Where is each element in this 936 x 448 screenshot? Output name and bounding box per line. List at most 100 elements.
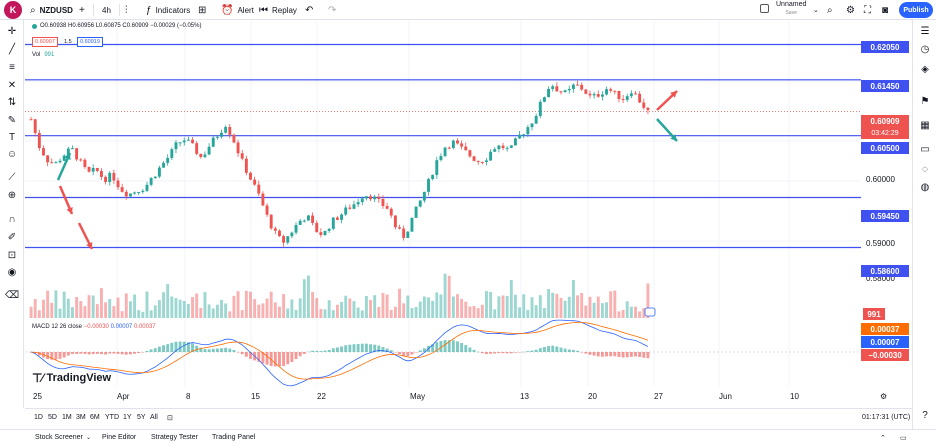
range-3m[interactable]: 3M xyxy=(76,414,86,421)
macd-histogram-bar xyxy=(360,343,364,352)
volume-bar xyxy=(406,295,410,318)
fullscreen-button[interactable]: ⛶ xyxy=(864,0,871,20)
axis-settings-icon[interactable]: ⚙ xyxy=(880,392,888,401)
level-label[interactable]: 0.61450 xyxy=(861,80,909,92)
text-icon[interactable]: T xyxy=(8,131,16,143)
alarm-icon: ⏰ xyxy=(221,4,234,16)
range-ytd[interactable]: YTD xyxy=(105,414,119,421)
templates-button[interactable]: ⊞ xyxy=(198,0,206,20)
crosshair-icon[interactable]: ✛ xyxy=(7,25,17,37)
indicators-button[interactable]: ƒ Indicators xyxy=(146,0,190,20)
tab-trading-panel[interactable]: Trading Panel xyxy=(212,434,256,441)
chevron-down-icon[interactable]: ⌄ xyxy=(86,435,92,441)
buy-price: 0.60919 xyxy=(80,39,100,45)
undo-button[interactable]: ↶ xyxy=(305,0,313,20)
publish-button[interactable]: Publish xyxy=(899,2,933,18)
macd-histogram-bar xyxy=(220,348,223,352)
macd-histogram-bar xyxy=(116,352,120,354)
candle-body xyxy=(381,198,385,207)
volume-bar xyxy=(261,303,265,318)
price-chart[interactable] xyxy=(25,21,911,408)
macd-histogram-bar xyxy=(54,352,58,360)
macd-histogram-bar xyxy=(617,352,621,357)
hotlist-icon[interactable]: ⚑ xyxy=(920,95,930,107)
maximize-panel-icon[interactable]: ▭ xyxy=(900,435,907,442)
candle-body xyxy=(555,86,559,92)
chart-type-button[interactable]: ⫶ xyxy=(125,0,128,20)
macd-histogram-bar xyxy=(182,341,186,352)
range-6m[interactable]: 6M xyxy=(90,414,100,421)
candle-body xyxy=(294,224,298,233)
range-1m[interactable]: 1M xyxy=(62,414,72,421)
tab-pine-editor[interactable]: Pine Editor xyxy=(102,434,137,441)
range-all[interactable]: All xyxy=(150,414,158,421)
level-label[interactable]: 0.62050 xyxy=(861,41,909,53)
buy-button[interactable]: 0.60919 xyxy=(77,37,103,47)
alert-button[interactable]: ⏰ Alert xyxy=(221,0,254,20)
eye-icon[interactable]: ◉ xyxy=(7,266,17,278)
symbol-search[interactable]: ⌕ NZDUSD xyxy=(30,0,73,20)
tab-stock-screener[interactable]: Stock Screener xyxy=(35,434,83,441)
notifications-icon[interactable]: ◍ xyxy=(920,181,930,193)
volume-bar xyxy=(344,295,348,318)
watchlist-icon[interactable]: ☰ xyxy=(920,25,930,37)
macd-histogram-bar xyxy=(559,347,563,352)
chat-icon[interactable]: ▭ xyxy=(920,143,930,155)
macd-histogram-bar xyxy=(501,352,505,354)
quick-search-button[interactable]: ⌕ xyxy=(827,0,833,20)
tab-strategy-tester[interactable]: Strategy Tester xyxy=(151,434,198,441)
candle-body xyxy=(360,198,364,203)
settings-button[interactable]: ⚙ xyxy=(846,0,855,20)
zoom-icon[interactable]: ⊕ xyxy=(7,189,17,201)
macd-histogram-bar xyxy=(381,347,385,352)
go-to-date-icon[interactable]: ⊡ xyxy=(167,415,173,422)
sell-button[interactable]: 0.60907 xyxy=(32,37,58,47)
data-window-icon[interactable]: ◈ xyxy=(921,63,929,75)
range-1d[interactable]: 1D xyxy=(34,414,43,421)
candle-body xyxy=(451,140,455,148)
calendar-icon[interactable]: ▦ xyxy=(920,119,930,131)
candle-body xyxy=(431,174,435,180)
lock-icon[interactable]: ⊡ xyxy=(7,249,17,261)
trash-icon[interactable]: ⌫ xyxy=(4,289,20,301)
down-arrow-green-head xyxy=(670,134,677,141)
projection-icon[interactable]: ⇅ xyxy=(7,96,17,108)
compare-symbol-button[interactable]: + xyxy=(79,0,85,20)
trendline-icon[interactable]: ╱ xyxy=(8,43,16,55)
snapshot-button[interactable]: ◙ xyxy=(882,0,888,20)
emoji-icon[interactable]: ☺ xyxy=(6,148,18,160)
brush-icon[interactable]: ✎ xyxy=(7,114,17,126)
pattern-icon[interactable]: ✕ xyxy=(7,79,17,91)
range-1y[interactable]: 1Y xyxy=(123,414,132,421)
user-avatar[interactable]: K xyxy=(4,1,22,19)
replay-button[interactable]: ⏮ Replay xyxy=(259,0,297,20)
range-5y[interactable]: 5Y xyxy=(137,414,146,421)
level-label[interactable]: 0.58600 xyxy=(861,265,909,277)
volume-bar xyxy=(634,306,637,318)
magnet-icon[interactable]: ∩ xyxy=(8,213,16,225)
volume-bar xyxy=(377,306,381,318)
fib-icon[interactable]: ≡ xyxy=(9,61,15,73)
ruler-icon[interactable]: ⟋ xyxy=(8,171,16,183)
alerts-icon[interactable]: ◷ xyxy=(920,43,930,55)
level-label[interactable]: 0.59450 xyxy=(861,210,909,222)
layout-menu-button[interactable]: ⌄ xyxy=(813,0,819,20)
utc-clock[interactable]: 01:17:31 (UTC) xyxy=(862,414,911,421)
layout-name-button[interactable]: Unnamed Save xyxy=(776,1,806,17)
collapse-panel-icon[interactable]: ⌃ xyxy=(880,435,886,442)
volume-bar xyxy=(364,296,368,318)
layout-checkbox[interactable] xyxy=(760,4,769,13)
macd-histogram-bar xyxy=(286,352,290,365)
level-label[interactable]: 0.60500 xyxy=(861,142,909,154)
redo-button[interactable]: ↷ xyxy=(328,0,336,20)
help-icon[interactable]: ? xyxy=(922,409,928,421)
lock-drawing-icon[interactable]: ✐ xyxy=(7,231,17,243)
ideas-icon[interactable]: ◌ xyxy=(922,163,928,175)
interval-button[interactable]: 4h xyxy=(102,0,111,20)
range-5d[interactable]: 5D xyxy=(48,414,57,421)
candle-body xyxy=(112,172,116,181)
tradingview-logo[interactable]: ⊤⁄ TradingView xyxy=(32,371,111,385)
macd-histogram-bar xyxy=(580,352,584,353)
macd-histogram-bar xyxy=(468,347,472,352)
macd-histogram-bar xyxy=(58,352,62,359)
